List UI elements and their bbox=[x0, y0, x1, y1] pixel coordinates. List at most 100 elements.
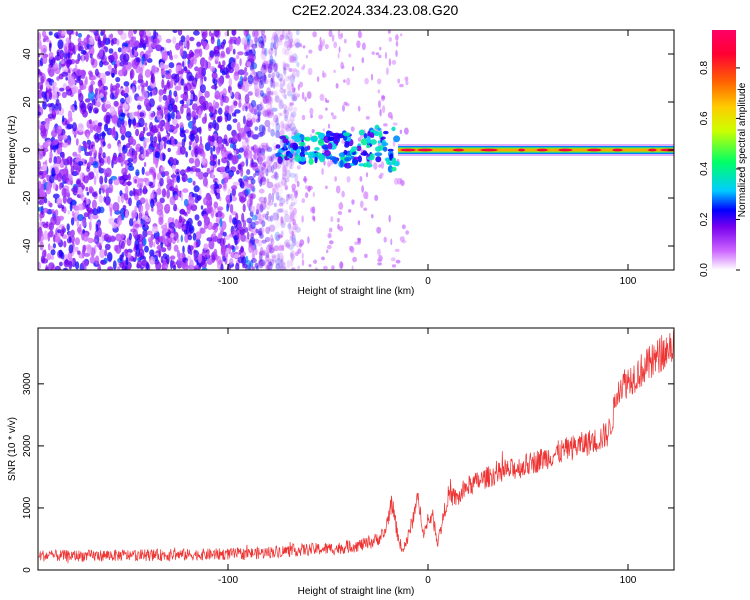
spectrogram-noise-blob bbox=[137, 85, 141, 90]
spectrogram-noise-blob bbox=[158, 89, 164, 96]
spectrogram-noise-blob bbox=[187, 217, 193, 227]
spectrogram-noise-blob bbox=[161, 263, 169, 270]
spectrogram-noise-blob bbox=[257, 231, 262, 236]
spectrogram-noise-blob bbox=[263, 61, 269, 66]
spectrogram-noise-blob bbox=[116, 39, 120, 46]
spectrogram-noise-blob bbox=[159, 197, 165, 204]
spectrogram-noise-blob bbox=[111, 72, 115, 78]
spectrogram-transition-blob bbox=[340, 159, 344, 168]
spectrogram-noise-blob bbox=[277, 40, 283, 46]
spectrogram-noise-blob bbox=[104, 188, 111, 194]
spectrogram-noise-blob bbox=[257, 132, 264, 138]
spectrogram-noise-blob bbox=[236, 121, 241, 132]
spectrogram-noise-blob bbox=[275, 122, 281, 133]
spectrogram-faint-blob bbox=[400, 178, 403, 184]
spectrogram-noise-blob bbox=[173, 231, 179, 241]
spectrogram-noise-blob bbox=[67, 251, 73, 260]
spectrogram-noise-blob bbox=[264, 213, 269, 220]
spectrogram-noise-blob bbox=[271, 81, 274, 88]
spectrogram-noise-blob bbox=[259, 201, 267, 211]
spectrogram-noise-blob bbox=[196, 41, 202, 47]
spectrogram-noise-blob bbox=[43, 35, 49, 40]
spectrogram-noise-blob bbox=[94, 230, 99, 239]
spectrogram-noise-blob bbox=[241, 212, 245, 223]
spectrogram-transition-blob bbox=[378, 131, 383, 139]
spectrogram-noise-blob bbox=[289, 172, 296, 178]
spectrogram-noise-blob bbox=[237, 223, 243, 231]
spectrogram-faint-blob bbox=[387, 30, 391, 34]
spectrogram-noise-blob bbox=[135, 169, 140, 177]
spectrogram-faint-blob bbox=[338, 33, 343, 40]
spectrogram-noise-blob bbox=[117, 195, 121, 203]
spectrogram-noise-blob bbox=[185, 168, 191, 173]
spectrogram-faint-blob bbox=[357, 137, 362, 142]
spectrogram-noise-blob bbox=[295, 69, 300, 78]
spectrogram-noise-blob bbox=[285, 83, 291, 94]
spectrogram-noise-blob bbox=[104, 243, 111, 251]
signal-peak bbox=[558, 148, 573, 152]
spectrogram-noise-blob bbox=[275, 262, 282, 270]
spectrogram-noise-blob bbox=[144, 122, 148, 127]
spectrogram-noise-blob bbox=[195, 231, 202, 240]
spectrogram-noise-blob bbox=[267, 261, 273, 270]
spectrogram-noise-blob bbox=[241, 84, 245, 91]
spectrogram-noise-blob bbox=[277, 181, 283, 188]
spectrogram-noise-blob bbox=[102, 152, 106, 159]
spectrogram-noise-blob bbox=[254, 34, 257, 41]
spectrogram-noise-blob bbox=[262, 39, 265, 46]
spectrogram-noise-blob bbox=[243, 43, 250, 52]
spectrogram-noise-blob bbox=[244, 66, 248, 73]
spectrogram-faint-blob bbox=[351, 199, 355, 205]
spectrogram-noise-blob bbox=[268, 244, 275, 254]
spectrogram-noise-blob bbox=[195, 171, 199, 177]
spectrogram-noise-blob bbox=[59, 261, 63, 267]
spectrogram-noise-blob bbox=[188, 145, 192, 151]
snr-series-line bbox=[38, 328, 674, 564]
spectrogram-noise-blob bbox=[159, 61, 165, 69]
spectrogram-noise-blob bbox=[279, 88, 285, 94]
spectrogram-noise-blob bbox=[43, 230, 48, 241]
spectrogram-noise-blob bbox=[271, 213, 277, 222]
spectrogram-noise-blob bbox=[229, 90, 233, 97]
spectrogram-noise-blob bbox=[212, 222, 218, 230]
spectrogram-noise-blob bbox=[290, 193, 294, 201]
spectrogram-faint-blob bbox=[310, 114, 313, 119]
spectrogram-noise-blob bbox=[184, 234, 189, 243]
spectrogram-noise-blob bbox=[77, 203, 84, 211]
spectrogram-noise-blob bbox=[193, 30, 200, 36]
spectrogram-noise-blob bbox=[273, 114, 279, 123]
spectrogram-noise-blob bbox=[47, 67, 52, 74]
spectrogram-noise-blob bbox=[257, 115, 261, 123]
spectrogram-noise-blob bbox=[85, 76, 88, 86]
spectrogram-noise-blob bbox=[179, 122, 184, 129]
spectrogram-noise-blob bbox=[287, 123, 292, 128]
spectrogram-noise-blob bbox=[107, 266, 114, 270]
spectrogram-noise-blob bbox=[170, 111, 175, 120]
spectrogram-noise-blob bbox=[222, 177, 229, 184]
spectrogram-noise-blob bbox=[66, 88, 73, 96]
spectrogram-noise-blob bbox=[187, 63, 193, 69]
spectrogram-noise-blob bbox=[292, 71, 296, 79]
spectrogram-transition-blob bbox=[304, 151, 309, 156]
spectrogram-noise-blob bbox=[134, 50, 138, 57]
spectrogram-noise-blob bbox=[269, 77, 274, 88]
spectrogram-transition-blob bbox=[358, 163, 365, 167]
spectrogram-noise-blob bbox=[137, 104, 142, 110]
y-tick-label: 0 bbox=[22, 567, 33, 573]
spectrogram-noise-blob bbox=[278, 260, 285, 268]
spectrogram-noise-blob bbox=[179, 145, 186, 155]
spectrogram-noise-blob bbox=[197, 171, 205, 180]
spectrogram-noise-blob bbox=[168, 222, 176, 229]
spectrogram-noise-blob bbox=[87, 237, 94, 244]
spectrogram-noise-blob bbox=[38, 206, 44, 212]
spectrogram-noise-blob bbox=[128, 118, 132, 128]
spectrogram-faint-blob bbox=[288, 30, 291, 36]
spectrogram-noise-blob bbox=[189, 36, 195, 42]
spectrogram-noise-blob bbox=[87, 50, 94, 55]
y-tick-label: 2000 bbox=[22, 434, 33, 457]
spectrogram-x-ticks: -100 0 100 bbox=[218, 30, 637, 287]
spectrogram-noise-blob bbox=[180, 94, 186, 99]
spectrogram-noise-blob bbox=[243, 71, 249, 76]
spectrogram-noise-blob bbox=[157, 131, 162, 140]
spectrogram-noise-blob bbox=[214, 90, 221, 100]
